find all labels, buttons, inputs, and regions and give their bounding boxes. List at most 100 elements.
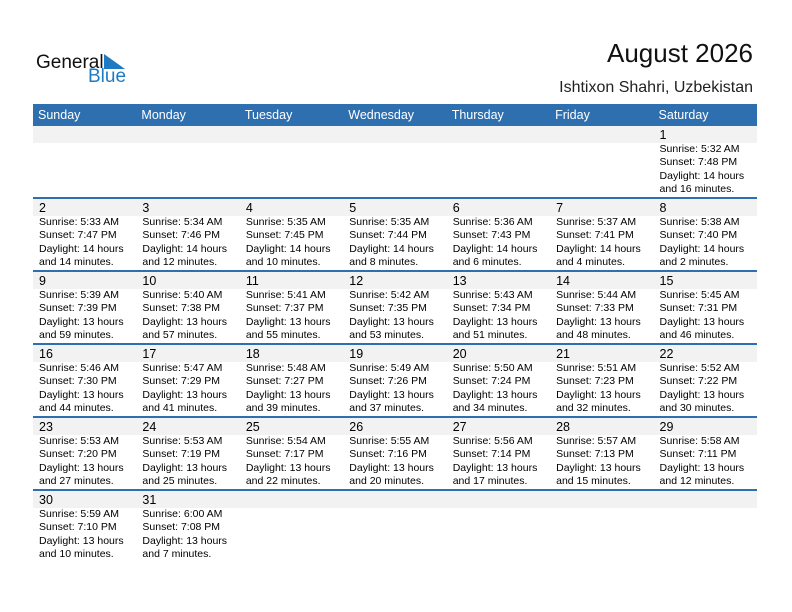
weekday-header: Sunday Monday Tuesday Wednesday Thursday Frid… (33, 104, 757, 126)
sunrise-text: Sunrise: 5:57 AM (556, 435, 637, 447)
sunrise-text: Sunrise: 5:35 AM (245, 216, 326, 228)
day-number: 18 (245, 347, 260, 361)
day-cell: 24 Sunrise: 5:53 AM Sunset: 7:19 PM Dayligh… (136, 418, 239, 489)
day-number: 19 (349, 347, 364, 361)
daylight-minutes-text: and 12 minutes. (659, 475, 735, 488)
sunrise-text: Sunrise: 5:59 AM (39, 508, 119, 520)
day-cell: 12 Sunrise: 5:42 AM Sunset: 7:35 PM Dayligh… (343, 272, 446, 343)
sunset-text: Sunset: 7:45 PM (245, 229, 324, 242)
day-cell (136, 126, 239, 197)
daylight-minutes-text: and 59 minutes. (39, 329, 114, 342)
week-row: 9 Sunrise: 5:39 AM Sunset: 7:39 PM Daylight… (33, 272, 757, 345)
logo: General Blue (36, 52, 136, 92)
sunrise-text: Sunrise: 5:34 AM (142, 216, 223, 228)
daylight-minutes-text: and 22 minutes. (245, 475, 321, 488)
day-cell (550, 126, 653, 197)
location: Ishtixon Shahri, Uzbekistan (559, 79, 753, 96)
weekday-friday: Friday (555, 108, 590, 122)
daylight-minutes-text: and 25 minutes. (142, 475, 218, 488)
sunrise-text: Sunrise: 5:53 AM (39, 435, 119, 447)
sunset-text: Sunset: 7:13 PM (556, 448, 634, 461)
sunrise-text: Sunrise: 5:35 AM (349, 216, 430, 228)
logo-text-general: General (36, 52, 104, 73)
week-row: 16 Sunrise: 5:46 AM Sunset: 7:30 PM Dayligh… (33, 345, 757, 418)
week-row: 30 Sunrise: 5:59 AM Sunset: 7:10 PM Dayligh… (33, 491, 757, 562)
daylight-minutes-text: and 15 minutes. (556, 475, 631, 488)
sunset-text: Sunset: 7:47 PM (39, 229, 117, 242)
weekday-wednesday: Wednesday (348, 108, 415, 122)
daylight-minutes-text: and 4 minutes. (556, 256, 625, 269)
daylight-text: Daylight: 13 hours (659, 315, 745, 328)
sunrise-text: Sunrise: 5:52 AM (659, 362, 740, 374)
day-cell: 2 Sunrise: 5:33 AM Sunset: 7:47 PM Daylight… (33, 199, 136, 270)
day-number: 28 (556, 420, 571, 434)
sunset-text: Sunset: 7:17 PM (245, 448, 324, 461)
daylight-minutes-text: and 2 minutes. (659, 256, 729, 269)
day-cell: 22 Sunrise: 5:52 AM Sunset: 7:22 PM Dayligh… (654, 345, 757, 416)
daylight-text: Daylight: 13 hours (39, 315, 124, 328)
daylight-text: Daylight: 13 hours (142, 461, 228, 474)
sunset-text: Sunset: 7:40 PM (659, 229, 738, 242)
daylight-text: Daylight: 13 hours (349, 461, 434, 474)
sunrise-text: Sunrise: 5:40 AM (142, 289, 223, 301)
day-cell: 6 Sunrise: 5:36 AM Sunset: 7:43 PM Daylight… (447, 199, 550, 270)
day-cell: 13 Sunrise: 5:43 AM Sunset: 7:34 PM Dayligh… (447, 272, 550, 343)
daylight-text: Daylight: 13 hours (556, 388, 641, 401)
sunset-text: Sunset: 7:41 PM (556, 229, 634, 242)
daylight-text: Daylight: 14 hours (452, 242, 538, 255)
day-cell: 8 Sunrise: 5:38 AM Sunset: 7:40 PM Daylight… (654, 199, 757, 270)
sunrise-text: Sunrise: 5:46 AM (39, 362, 119, 374)
day-number: 24 (142, 420, 157, 434)
sunrise-text: Sunrise: 5:56 AM (452, 435, 533, 447)
day-cell: 18 Sunrise: 5:48 AM Sunset: 7:27 PM Dayligh… (240, 345, 343, 416)
daylight-minutes-text: and 39 minutes. (245, 402, 321, 415)
day-number: 5 (349, 201, 357, 215)
day-number: 25 (245, 420, 260, 434)
daylight-minutes-text: and 30 minutes. (659, 402, 735, 415)
daylight-text: Daylight: 13 hours (659, 388, 745, 401)
day-cell: 10 Sunrise: 5:40 AM Sunset: 7:38 PM Dayligh… (136, 272, 239, 343)
sunrise-text: Sunrise: 5:53 AM (142, 435, 223, 447)
day-cell (240, 491, 343, 562)
day-cell: 11 Sunrise: 5:41 AM Sunset: 7:37 PM Dayligh… (240, 272, 343, 343)
sunset-text: Sunset: 7:30 PM (39, 375, 117, 388)
daylight-minutes-text: and 44 minutes. (39, 402, 114, 415)
weekday-sunday: Sunday (38, 108, 81, 122)
daylight-text: Daylight: 14 hours (349, 242, 434, 255)
weekday-saturday: Saturday (658, 108, 709, 122)
daylight-text: Daylight: 14 hours (245, 242, 331, 255)
sunrise-text: Sunrise: 5:50 AM (452, 362, 533, 374)
day-number: 4 (245, 201, 253, 215)
sunrise-text: Sunrise: 5:37 AM (556, 216, 637, 228)
daylight-minutes-text: and 20 minutes. (349, 475, 424, 488)
sunset-text: Sunset: 7:23 PM (556, 375, 634, 388)
day-cell (550, 491, 653, 562)
daylight-text: Daylight: 13 hours (556, 461, 641, 474)
daylight-minutes-text: and 41 minutes. (142, 402, 218, 415)
daylight-text: Daylight: 14 hours (556, 242, 641, 255)
daylight-minutes-text: and 51 minutes. (452, 329, 528, 342)
daylight-text: Daylight: 13 hours (245, 388, 331, 401)
sunset-text: Sunset: 7:34 PM (452, 302, 531, 315)
day-cell: 15 Sunrise: 5:45 AM Sunset: 7:31 PM Dayligh… (654, 272, 757, 343)
daylight-text: Daylight: 13 hours (245, 461, 331, 474)
sunset-text: Sunset: 7:19 PM (142, 448, 221, 461)
day-number: 26 (349, 420, 364, 434)
calendar: Sunday Monday Tuesday Wednesday Thursday Frid… (33, 104, 757, 562)
week-row: 1 Sunrise: 5:32 AM Sunset: 7:48 PM Daylight… (33, 126, 757, 199)
day-number: 1 (659, 128, 667, 142)
logo-text-blue: Blue (88, 66, 127, 87)
sunset-text: Sunset: 7:38 PM (142, 302, 221, 315)
sunset-text: Sunset: 7:10 PM (39, 521, 117, 534)
day-number: 2 (39, 201, 46, 215)
sunrise-text: Sunrise: 5:49 AM (349, 362, 430, 374)
day-number: 9 (39, 274, 46, 288)
sunrise-text: Sunrise: 5:38 AM (659, 216, 740, 228)
sunset-text: Sunset: 7:11 PM (659, 448, 737, 461)
day-cell: 27 Sunrise: 5:56 AM Sunset: 7:14 PM Dayligh… (447, 418, 550, 489)
day-number: 12 (349, 274, 364, 288)
day-number: 3 (142, 201, 150, 215)
sunset-text: Sunset: 7:08 PM (142, 521, 221, 534)
day-cell (654, 491, 757, 562)
day-cell: 29 Sunrise: 5:58 AM Sunset: 7:11 PM Dayligh… (654, 418, 757, 489)
